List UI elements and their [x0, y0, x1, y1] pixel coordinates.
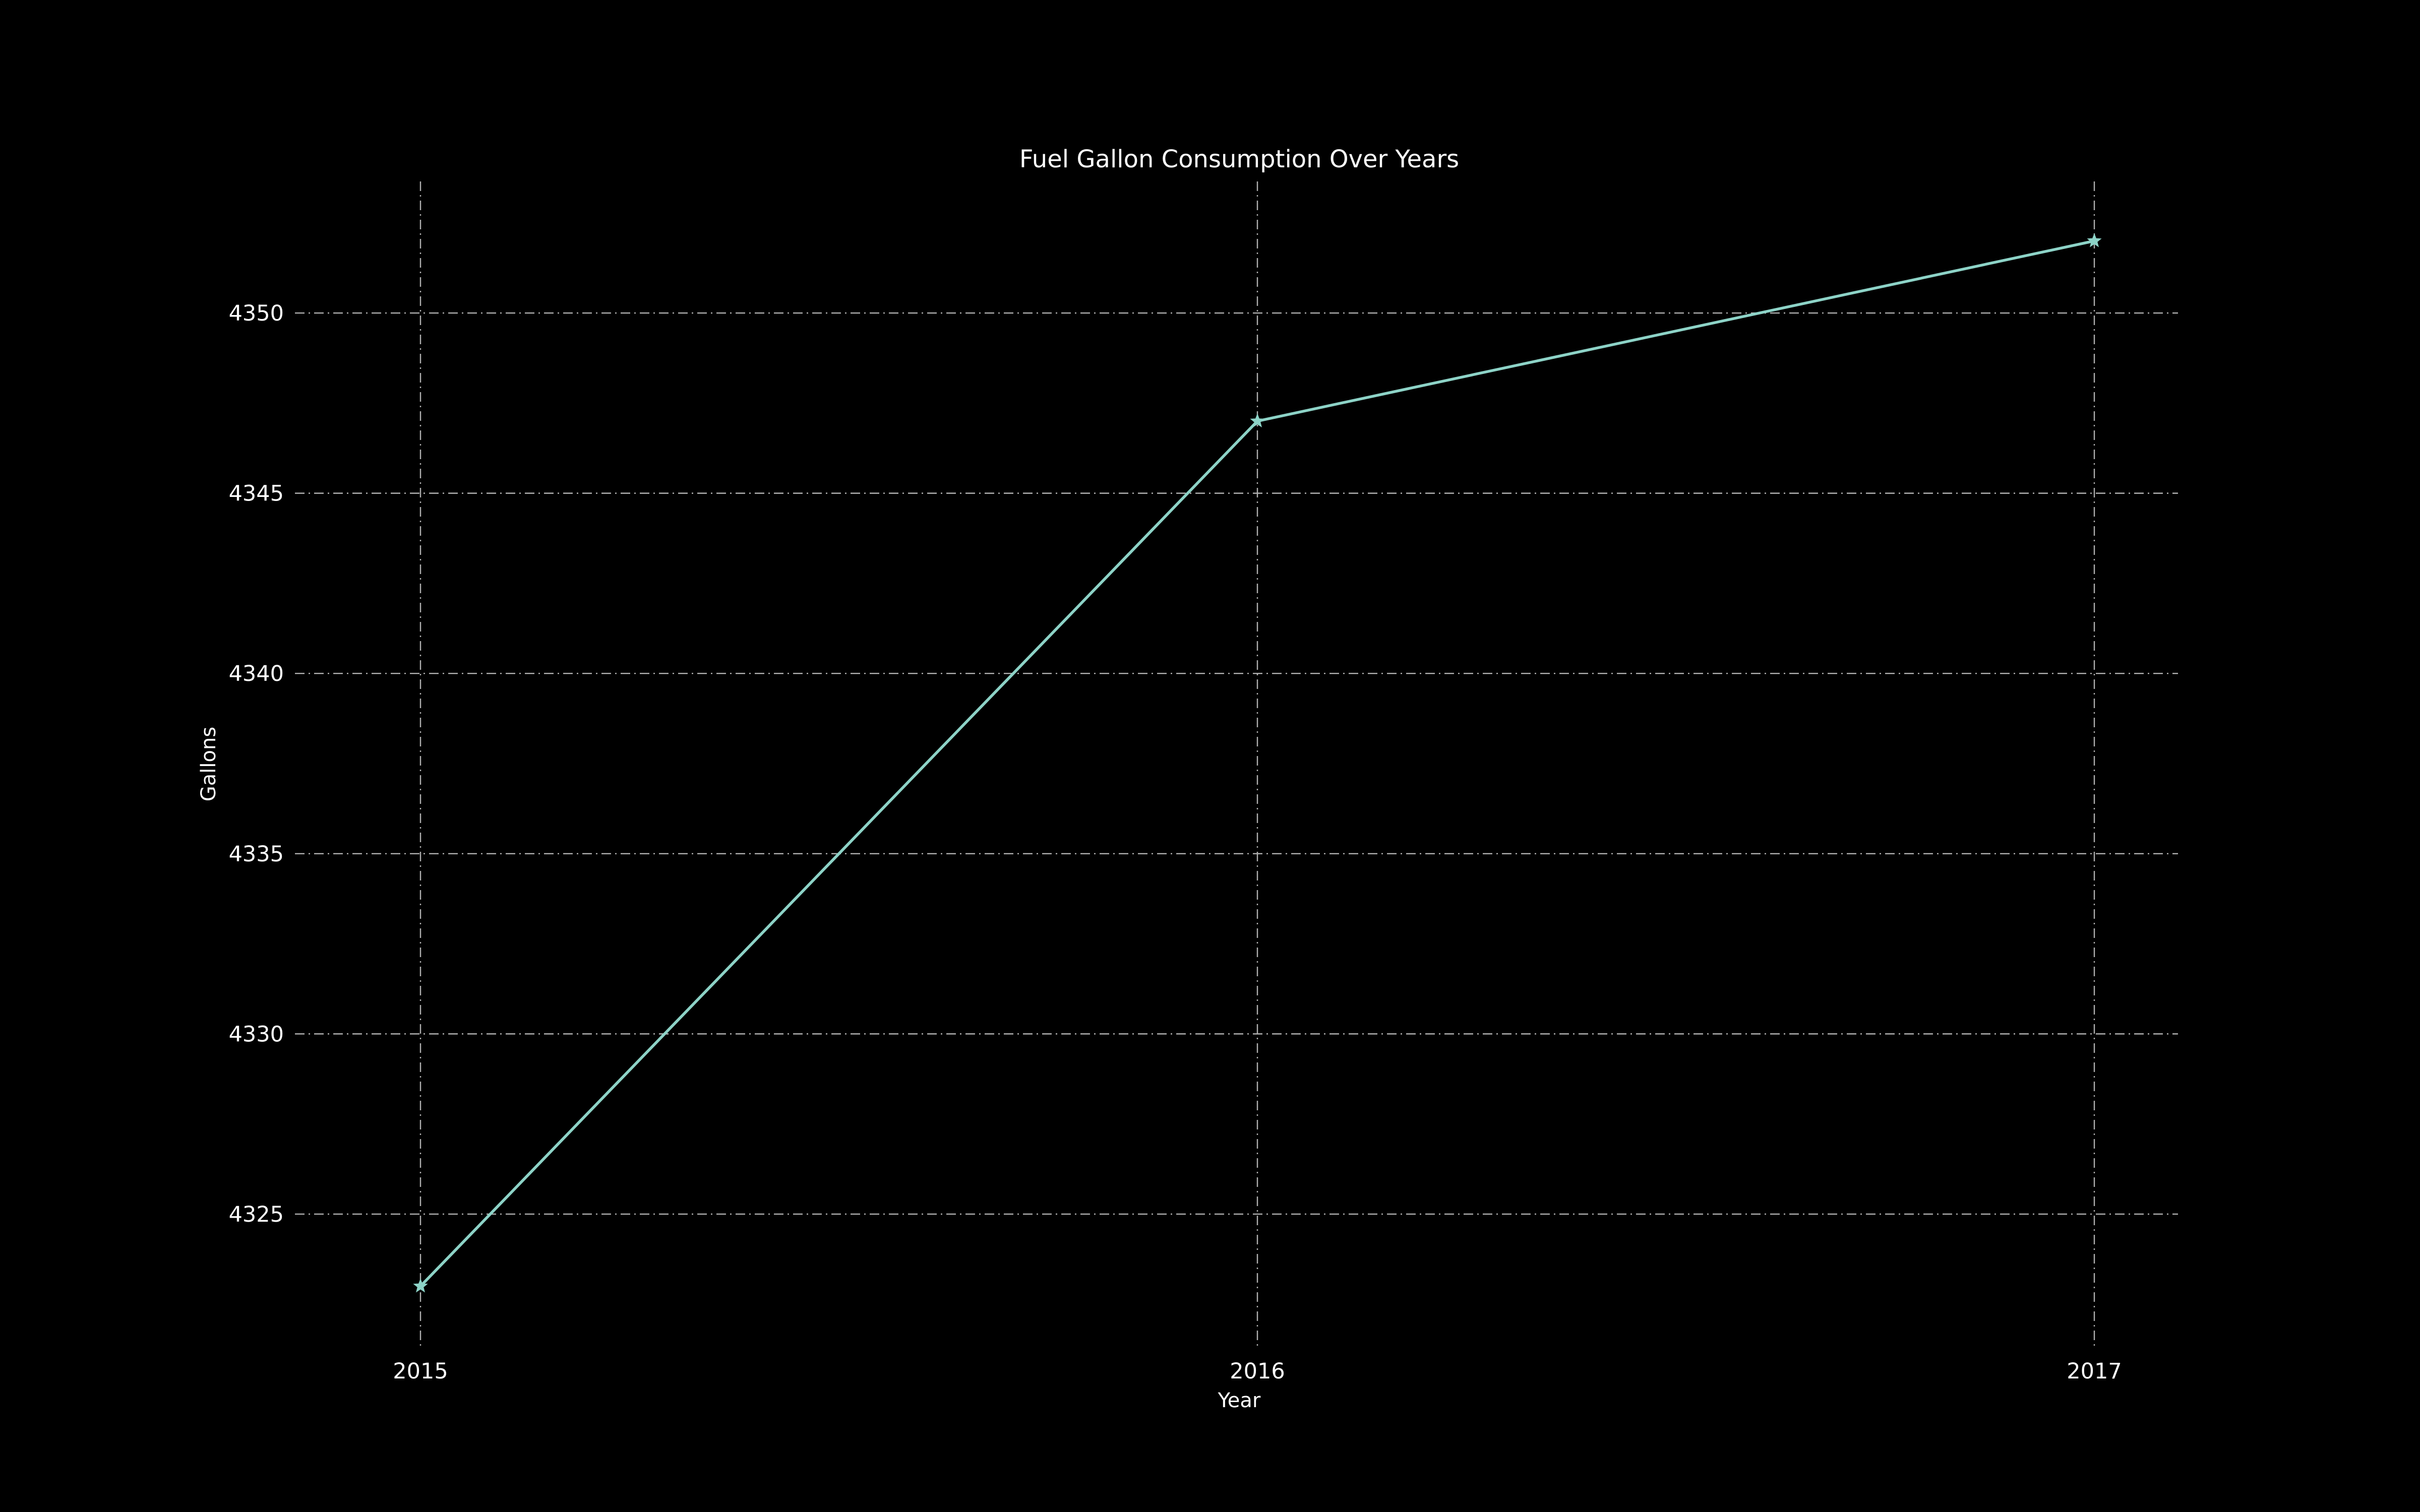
y-axis-label: Gallons	[197, 727, 220, 801]
data-point	[1250, 413, 1265, 428]
y-tick-label: 4345	[229, 481, 284, 507]
x-tick-labels: 2015 2016 2017	[393, 1359, 2122, 1384]
y-gridlines	[295, 312, 2178, 1215]
y-tick-label: 4340	[229, 661, 284, 686]
x-tick-label: 2017	[2067, 1359, 2122, 1384]
series-layer	[413, 233, 2102, 1293]
data-point	[413, 1278, 428, 1293]
y-tick-label: 4325	[229, 1202, 284, 1227]
data-point	[2087, 233, 2102, 247]
x-tick-label: 2016	[1230, 1359, 1285, 1384]
x-tick-label: 2015	[393, 1359, 448, 1384]
y-tick-label: 4335	[229, 842, 284, 867]
y-tick-label: 4330	[229, 1022, 284, 1047]
x-gridlines	[419, 181, 2095, 1346]
y-tick-label: 4350	[229, 301, 284, 326]
x-axis-label: Year	[1218, 1389, 1261, 1412]
chart-title: Fuel Gallon Consumption Over Years	[1019, 145, 1459, 173]
y-tick-labels: 4325 4330 4335 4340 4345 4350	[229, 301, 284, 1227]
